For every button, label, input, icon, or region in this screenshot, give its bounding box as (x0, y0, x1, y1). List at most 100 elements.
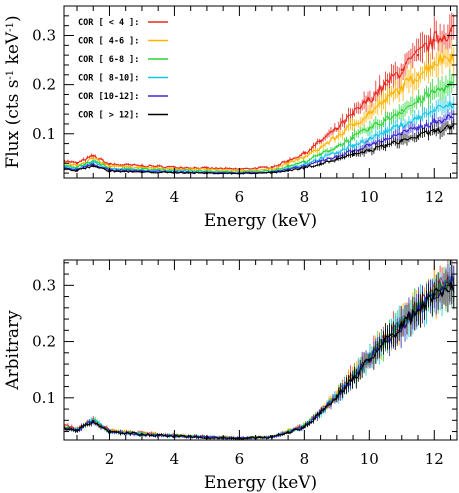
data-point (400, 123, 403, 127)
x-tick-label: 8 (300, 188, 310, 206)
legend: COR [ < 4 ]: COR [ 4-6 ]: COR [ 6-8 ]: COR … (78, 18, 168, 121)
data-point (303, 152, 306, 155)
x-tick-label: 8 (300, 450, 310, 468)
series-2 (64, 40, 455, 172)
data-point (108, 163, 111, 166)
series-6 (64, 118, 455, 175)
data-point (92, 157, 95, 160)
data-point (75, 429, 79, 432)
y-tick-label: 0.3 (32, 276, 56, 294)
x-tick-label: 4 (170, 188, 180, 206)
y-tick-label: 0.2 (32, 333, 56, 351)
y-tick-label: 0.1 (32, 125, 56, 143)
data-point (449, 104, 452, 107)
data-point (92, 420, 95, 423)
data-point (319, 139, 322, 143)
data-point (319, 160, 322, 163)
legend-label: COR [ 6-8 ]: (78, 55, 139, 65)
series-1 (64, 12, 455, 171)
x-tick-label: 6 (235, 188, 245, 206)
legend-label: COR [ 4-6 ]: (78, 37, 139, 47)
x-tick-label: 10 (360, 450, 379, 468)
data-point (368, 98, 371, 101)
data-point (303, 160, 306, 163)
data-point (449, 125, 452, 129)
data-point (368, 127, 371, 131)
data-point (400, 324, 403, 327)
series-line (64, 274, 455, 440)
legend-label: COR [ 8-10]: (78, 74, 139, 84)
data-point (319, 146, 322, 149)
plot-area (64, 260, 455, 440)
data-point (303, 425, 306, 429)
data-point (384, 130, 387, 134)
data-point (416, 100, 420, 103)
plot-frame (63, 5, 458, 179)
data-point (319, 157, 322, 160)
y-axis-title-superscript: -1 (5, 22, 16, 32)
data-point (92, 164, 95, 167)
data-point (384, 118, 387, 122)
data-point (400, 108, 403, 112)
plot-frame (63, 259, 458, 441)
data-point (433, 108, 436, 112)
data-point (449, 53, 452, 57)
data-point (351, 123, 355, 127)
y-axis-title-part: ) (3, 15, 23, 22)
data-point (433, 120, 436, 124)
data-point (303, 166, 306, 169)
data-point (335, 151, 339, 154)
data-point (286, 169, 290, 172)
series-line (64, 53, 455, 172)
data-point (270, 171, 274, 174)
series-line (64, 123, 455, 175)
data-point (400, 68, 403, 72)
data-point (368, 111, 371, 115)
y-axis-title: Flux (cts s-1 keV-1) (3, 15, 23, 168)
series-line (64, 274, 455, 439)
panel-top: 2 4 6 8 10 12 Energy (keV) 0.1 0.2 0.3 Flux (cts s… (3, 5, 458, 231)
data-point (75, 164, 79, 167)
x-tick-label: 6 (235, 450, 245, 468)
series-line (64, 282, 455, 440)
data-point (75, 162, 79, 165)
data-point (335, 127, 339, 131)
data-point (108, 165, 111, 168)
y-tick-label: 0.3 (32, 26, 56, 44)
data-point (319, 162, 322, 165)
data-point (433, 130, 436, 133)
data-point (335, 145, 339, 148)
data-point (286, 159, 290, 162)
data-point (384, 99, 387, 102)
data-point (416, 116, 420, 120)
data-point (400, 86, 403, 89)
data-point (303, 156, 306, 159)
y-tick-label: 0.1 (32, 389, 56, 407)
legend-label: COR [ < 4 ]: (78, 18, 139, 28)
data-point (140, 170, 144, 174)
plot-area (64, 12, 455, 175)
data-point (140, 164, 144, 167)
series-line (64, 279, 454, 440)
data-point (416, 135, 420, 138)
data-point (416, 53, 420, 57)
series-line (64, 274, 455, 440)
data-point (351, 376, 355, 380)
data-point (416, 73, 420, 77)
data-point (416, 308, 420, 312)
data-point (384, 83, 387, 86)
data-point (286, 431, 290, 434)
data-point (400, 139, 403, 142)
data-point (335, 155, 339, 158)
data-point (351, 153, 355, 157)
data-point (319, 153, 322, 156)
data-point (368, 149, 371, 152)
data-point (92, 161, 95, 164)
x-tick-label: 4 (170, 450, 180, 468)
series-4 (64, 265, 455, 440)
data-point (335, 395, 339, 398)
x-tick-label: 12 (425, 450, 444, 468)
data-point (75, 169, 79, 172)
